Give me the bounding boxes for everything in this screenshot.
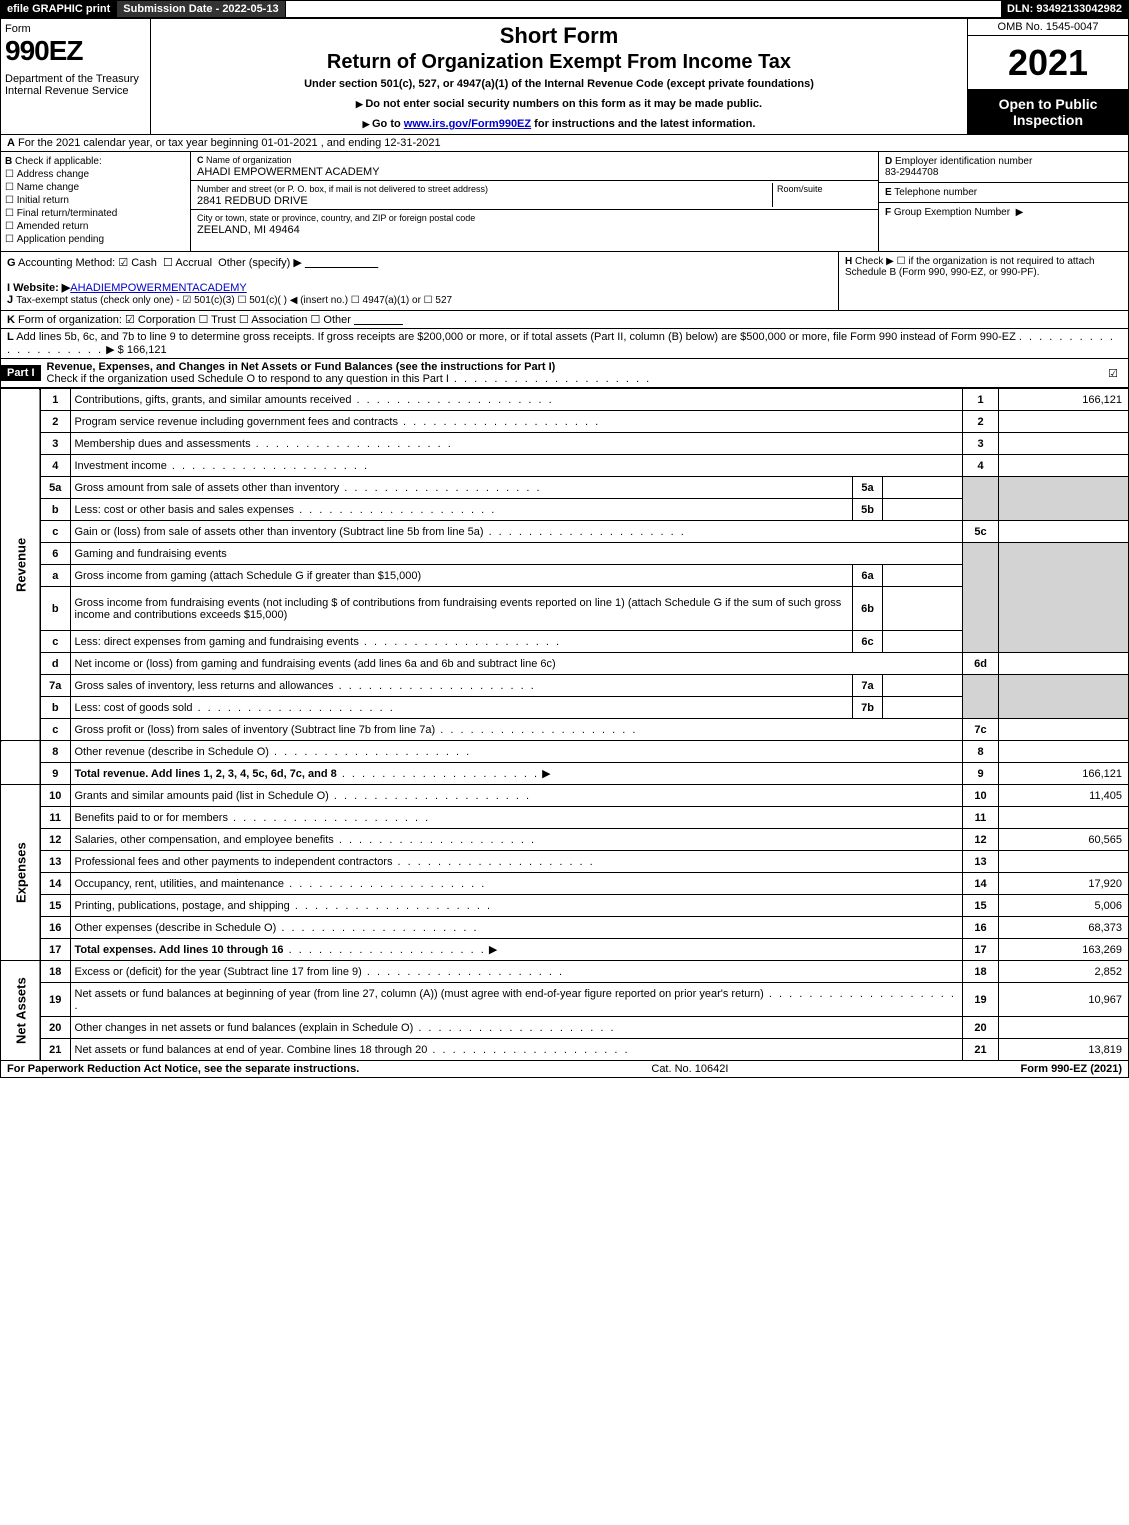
identity-block: B Check if applicable: Address change Na… (0, 152, 1129, 252)
amt-4 (999, 455, 1129, 477)
title-return: Return of Organization Exempt From Incom… (159, 51, 959, 74)
header-left: Form 990EZ Department of the Treasury In… (1, 19, 151, 134)
part1-schedule-o-check[interactable] (1098, 367, 1128, 380)
amt-17: 163,269 (999, 939, 1129, 961)
part1-badge: Part I (1, 365, 41, 381)
cb-address-change[interactable]: Address change (5, 169, 186, 180)
amt-8 (999, 741, 1129, 763)
footer-form: Form 990-EZ (2021) (1021, 1063, 1122, 1075)
footer-left: For Paperwork Reduction Act Notice, see … (7, 1063, 359, 1075)
amt-10: 11,405 (999, 785, 1129, 807)
irs-link[interactable]: www.irs.gov/Form990EZ (404, 118, 531, 130)
amt-3 (999, 433, 1129, 455)
amt-14: 17,920 (999, 873, 1129, 895)
amt-5c (999, 521, 1129, 543)
amt-18: 2,852 (999, 961, 1129, 983)
part1-table: Revenue 1 Contributions, gifts, grants, … (0, 388, 1129, 1061)
form-number: 990EZ (5, 35, 146, 67)
line-k: K Form of organization: ☑ Corporation ☐ … (0, 311, 1129, 329)
section-c: C Name of organization AHADI EMPOWERMENT… (191, 152, 878, 251)
cb-accrual[interactable]: Accrual (163, 257, 212, 269)
header-right: OMB No. 1545-0047 2021 Open to Public In… (968, 19, 1128, 134)
sidebar-expenses: Expenses (1, 785, 41, 961)
line-j: Tax-exempt status (check only one) - ☑ 5… (16, 295, 452, 306)
amt-11 (999, 807, 1129, 829)
open-public-inspection: Open to Public Inspection (968, 90, 1128, 134)
amt-19: 10,967 (999, 983, 1129, 1017)
instruction-goto: Go to www.irs.gov/Form990EZ for instruct… (159, 118, 959, 130)
dln-label: DLN: 93492133042982 (1001, 1, 1128, 17)
line-g-h: G Accounting Method: Cash Accrual Other … (0, 252, 1129, 311)
amt-2 (999, 411, 1129, 433)
amt-12: 60,565 (999, 829, 1129, 851)
footer-cat: Cat. No. 10642I (359, 1063, 1020, 1075)
subtitle: Under section 501(c), 527, or 4947(a)(1)… (159, 78, 959, 90)
top-bar: efile GRAPHIC print Submission Date - 20… (0, 0, 1129, 19)
instruction-ssn: Do not enter social security numbers on … (159, 98, 959, 110)
cb-amended-return[interactable]: Amended return (5, 221, 186, 232)
amt-21: 13,819 (999, 1039, 1129, 1061)
dept-label: Department of the Treasury Internal Reve… (5, 73, 146, 97)
part1-header: Part I Revenue, Expenses, and Changes in… (0, 359, 1129, 388)
amt-13 (999, 851, 1129, 873)
amt-1: 166,121 (999, 389, 1129, 411)
cb-application-pending[interactable]: Application pending (5, 234, 186, 245)
omb-number: OMB No. 1545-0047 (968, 19, 1128, 36)
line-a: A For the 2021 calendar year, or tax yea… (0, 135, 1129, 152)
page-footer: For Paperwork Reduction Act Notice, see … (0, 1061, 1129, 1078)
org-name: AHADI EMPOWERMENT ACADEMY (197, 166, 380, 178)
line-h: Check ▶ ☐ if the organization is not req… (845, 256, 1095, 278)
amt-7c (999, 719, 1129, 741)
cb-final-return[interactable]: Final return/terminated (5, 208, 186, 219)
form-word: Form (5, 23, 146, 35)
cb-name-change[interactable]: Name change (5, 182, 186, 193)
amt-9: 166,121 (999, 763, 1129, 785)
title-short-form: Short Form (159, 23, 959, 49)
amt-15: 5,006 (999, 895, 1129, 917)
section-b: B Check if applicable: Address change Na… (1, 152, 191, 251)
amt-16: 68,373 (999, 917, 1129, 939)
org-street: 2841 REDBUD DRIVE (197, 195, 308, 207)
ein: 83-2944708 (885, 167, 938, 178)
section-def: D Employer identification number 83-2944… (878, 152, 1128, 251)
form-header: Form 990EZ Department of the Treasury In… (0, 19, 1129, 135)
sidebar-revenue: Revenue (1, 389, 41, 741)
org-city: ZEELAND, MI 49464 (197, 224, 300, 236)
gross-receipts: $ 166,121 (118, 344, 167, 356)
sidebar-net-assets: Net Assets (1, 961, 41, 1061)
submission-date-label: Submission Date - 2022-05-13 (117, 1, 285, 17)
amt-20 (999, 1017, 1129, 1039)
website-link[interactable]: AHADIEMPOWERMENTACADEMY (70, 282, 246, 294)
tax-year: 2021 (968, 36, 1128, 90)
line-l: L Add lines 5b, 6c, and 7b to line 9 to … (0, 329, 1129, 359)
header-mid: Short Form Return of Organization Exempt… (151, 19, 968, 134)
amt-6d (999, 653, 1129, 675)
cb-cash[interactable]: Cash (118, 257, 157, 269)
cb-initial-return[interactable]: Initial return (5, 195, 186, 206)
efile-label: efile GRAPHIC print (1, 1, 117, 17)
